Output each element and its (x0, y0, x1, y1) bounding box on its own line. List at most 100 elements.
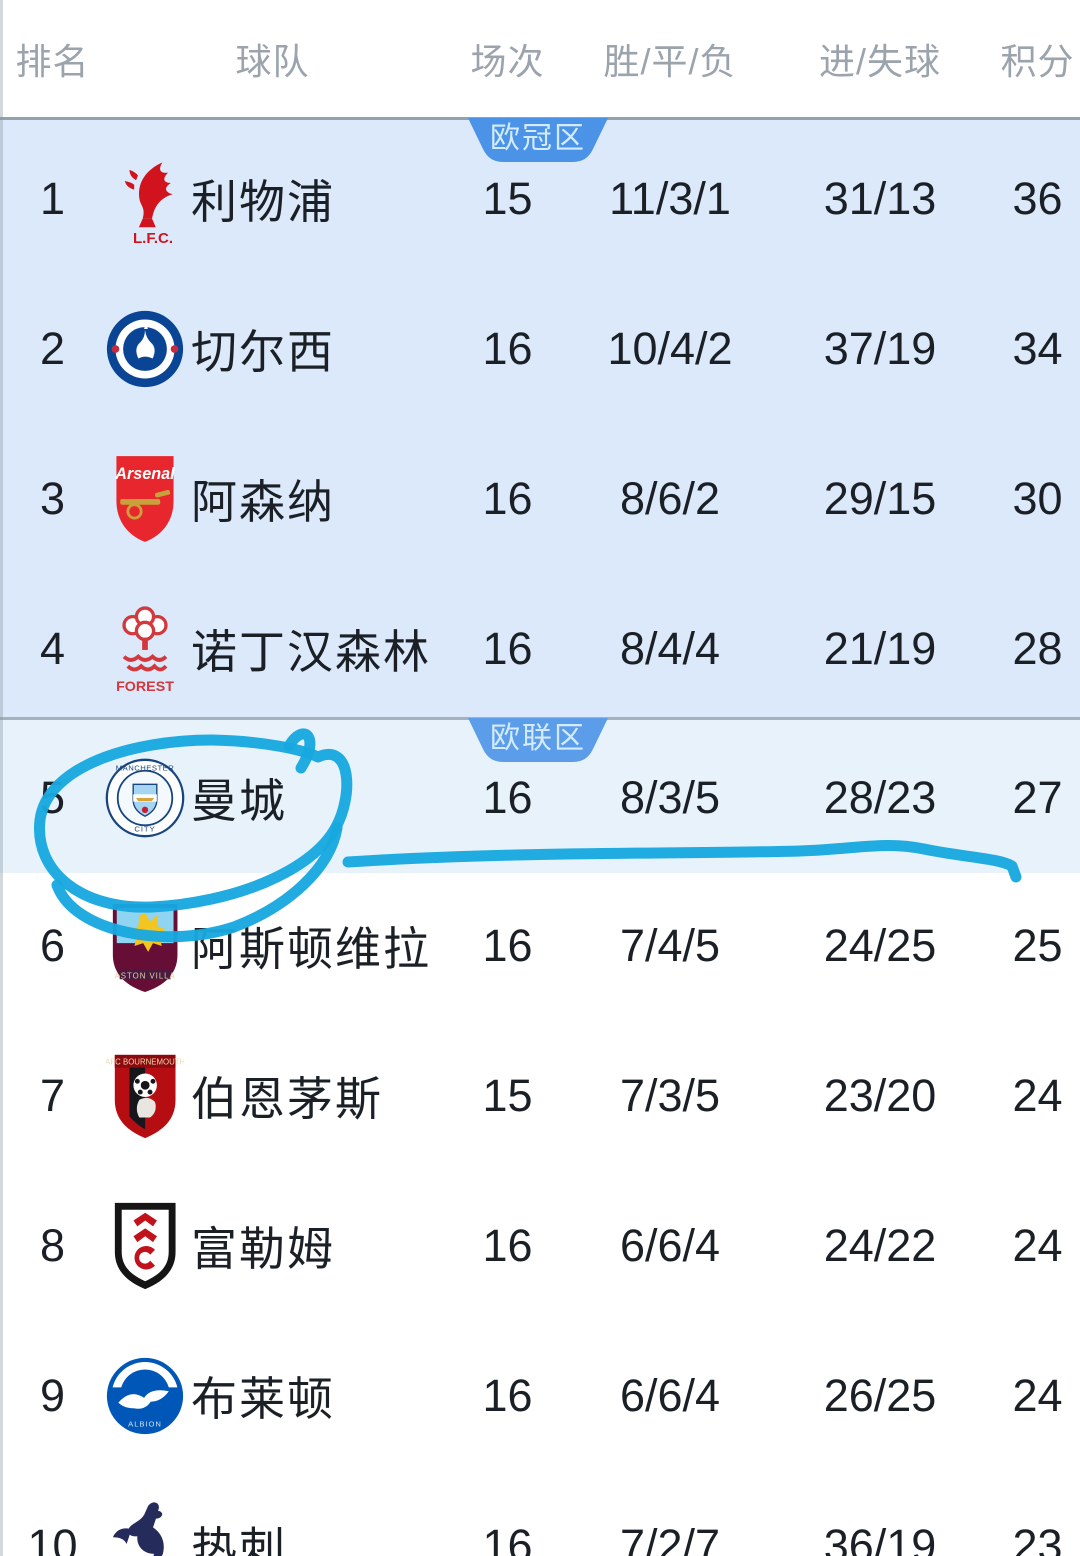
rank: 2 (39, 323, 66, 374)
matches-played: 16 (482, 623, 533, 674)
matches-played: 16 (482, 473, 533, 524)
points: 24 (1012, 1070, 1063, 1121)
points: 34 (1012, 323, 1063, 374)
goals-for-against: 29/15 (823, 473, 937, 524)
team-name: 热刺 (191, 1523, 287, 1556)
table-row[interactable]: 1 L.F.C. 利物浦 15 11/3/1 31/13 36 (0, 124, 1080, 274)
mid-table-rows: 6 ASTON VILLA 阿斯顿维拉 16 7/4/5 24/25 25 7 … (0, 871, 1080, 1556)
team-name: 曼城 (191, 775, 287, 827)
win-draw-loss: 8/6/2 (619, 473, 721, 524)
rank: 6 (39, 920, 66, 971)
table-row[interactable]: 4 FOREST 诺丁汉森林 16 8/4/4 21/19 28 (0, 574, 1080, 724)
table-row[interactable]: 2 切尔西 16 10/4/2 37/19 34 (0, 274, 1080, 424)
svg-text:L.F.C.: L.F.C. (132, 230, 172, 246)
svg-text:Arsenal: Arsenal (114, 465, 175, 483)
europa-league-zone: 欧联区 5 MANCHESTER CITY 曼城 16 8/3/5 28/23 2… (0, 717, 1080, 873)
champions-league-zone: 欧冠区 1 L.F.C. 利物浦 15 11/3/1 31/13 36 2 切尔… (0, 117, 1080, 717)
team-name: 阿森纳 (191, 476, 335, 528)
matches-played: 16 (482, 772, 533, 823)
matches-played: 16 (482, 920, 533, 971)
table-row[interactable]: 7 AFC BOURNEMOUTH 伯恩茅斯 15 7/3/5 23/20 24 (0, 1021, 1080, 1171)
svg-text:FOREST: FOREST (116, 679, 174, 695)
matches-played: 16 (482, 1520, 533, 1556)
team-name: 诺丁汉森林 (191, 626, 431, 678)
table-row[interactable]: 8 富勒姆 16 6/6/4 24/22 24 (0, 1171, 1080, 1321)
win-draw-loss: 11/3/1 (609, 173, 731, 224)
svg-text:AFC BOURNEMOUTH: AFC BOURNEMOUTH (106, 1058, 184, 1067)
header-goals: 进/失球 (818, 40, 941, 82)
mid-table-zone: 6 ASTON VILLA 阿斯顿维拉 16 7/4/5 24/25 25 7 … (0, 873, 1080, 1556)
arsenal-crest-icon: Arsenal (105, 452, 185, 546)
rank: 4 (39, 623, 66, 674)
points: 36 (1012, 173, 1063, 224)
table-row[interactable]: 3 Arsenal 阿森纳 16 8/6/2 29/15 30 (0, 424, 1080, 574)
man-city-crest-icon: MANCHESTER CITY (105, 751, 185, 845)
svg-text:CITY: CITY (134, 825, 155, 834)
brighton-crest-icon: ALBION (105, 1349, 185, 1443)
win-draw-loss: 7/2/7 (619, 1520, 721, 1556)
table-row[interactable]: 9 ALBION 布莱顿 16 6/6/4 26/25 24 (0, 1321, 1080, 1471)
rank: 3 (39, 473, 66, 524)
svg-text:ASTON VILLA: ASTON VILLA (114, 971, 175, 980)
rank: 10 (27, 1520, 78, 1556)
svg-text:MANCHESTER: MANCHESTER (116, 763, 175, 772)
table-row[interactable]: 6 ASTON VILLA 阿斯顿维拉 16 7/4/5 24/25 25 (0, 871, 1080, 1021)
matches-played: 16 (482, 323, 533, 374)
bournemouth-crest-icon: AFC BOURNEMOUTH (105, 1049, 185, 1143)
goals-for-against: 36/19 (823, 1520, 937, 1556)
rank: 5 (39, 772, 66, 823)
goals-for-against: 26/25 (823, 1370, 937, 1421)
table-header: 排名 球队 场次 胜/平/负 进/失球 积分 (0, 0, 1080, 117)
win-draw-loss: 6/6/4 (619, 1370, 721, 1421)
nottingham-forest-crest-icon: FOREST (105, 602, 185, 696)
team-name: 伯恩茅斯 (191, 1073, 383, 1125)
goals-for-against: 37/19 (823, 323, 937, 374)
header-rank: 排名 (15, 40, 90, 82)
rank: 9 (39, 1370, 66, 1421)
tottenham-crest-icon (105, 1499, 185, 1556)
points: 28 (1012, 623, 1063, 674)
europa-zone-badge: 欧联区 (468, 718, 608, 762)
header-win-draw-loss: 胜/平/负 (603, 40, 737, 82)
rank: 8 (39, 1220, 66, 1271)
goals-for-against: 24/25 (823, 920, 937, 971)
svg-text:ALBION: ALBION (128, 1419, 162, 1428)
matches-played: 15 (482, 1070, 533, 1121)
win-draw-loss: 8/4/4 (619, 623, 721, 674)
liverpool-crest-icon: L.F.C. (105, 152, 185, 246)
table-row[interactable]: 10 热刺 16 7/2/7 36/19 23 (0, 1471, 1080, 1556)
points: 25 (1012, 920, 1063, 971)
matches-played: 15 (482, 173, 533, 224)
screen-edge-line (0, 0, 3, 1556)
matches-played: 16 (482, 1220, 533, 1271)
points: 23 (1012, 1520, 1063, 1556)
win-draw-loss: 10/4/2 (607, 323, 733, 374)
champions-zone-badge: 欧冠区 (468, 118, 608, 162)
team-name: 利物浦 (191, 176, 335, 228)
rank: 1 (39, 173, 66, 224)
goals-for-against: 23/20 (823, 1070, 937, 1121)
goals-for-against: 24/22 (823, 1220, 937, 1271)
chelsea-crest-icon (105, 302, 185, 396)
header-played: 场次 (470, 40, 545, 82)
champions-zone-rows: 1 L.F.C. 利物浦 15 11/3/1 31/13 36 2 切尔西 16… (0, 124, 1080, 724)
points: 24 (1012, 1370, 1063, 1421)
goals-for-against: 28/23 (823, 772, 937, 823)
header-points: 积分 (1000, 40, 1075, 82)
aston-villa-crest-icon: ASTON VILLA (105, 899, 185, 993)
goals-for-against: 31/13 (823, 173, 937, 224)
win-draw-loss: 8/3/5 (619, 772, 721, 823)
fulham-crest-icon (105, 1199, 185, 1293)
team-name: 布莱顿 (191, 1373, 335, 1425)
win-draw-loss: 6/6/4 (619, 1220, 721, 1271)
win-draw-loss: 7/4/5 (619, 920, 721, 971)
team-name: 富勒姆 (191, 1223, 335, 1275)
header-team: 球队 (235, 40, 310, 82)
rank: 7 (39, 1070, 66, 1121)
matches-played: 16 (482, 1370, 533, 1421)
points: 30 (1012, 473, 1063, 524)
points: 24 (1012, 1220, 1063, 1271)
team-name: 切尔西 (191, 326, 335, 378)
win-draw-loss: 7/3/5 (619, 1070, 721, 1121)
